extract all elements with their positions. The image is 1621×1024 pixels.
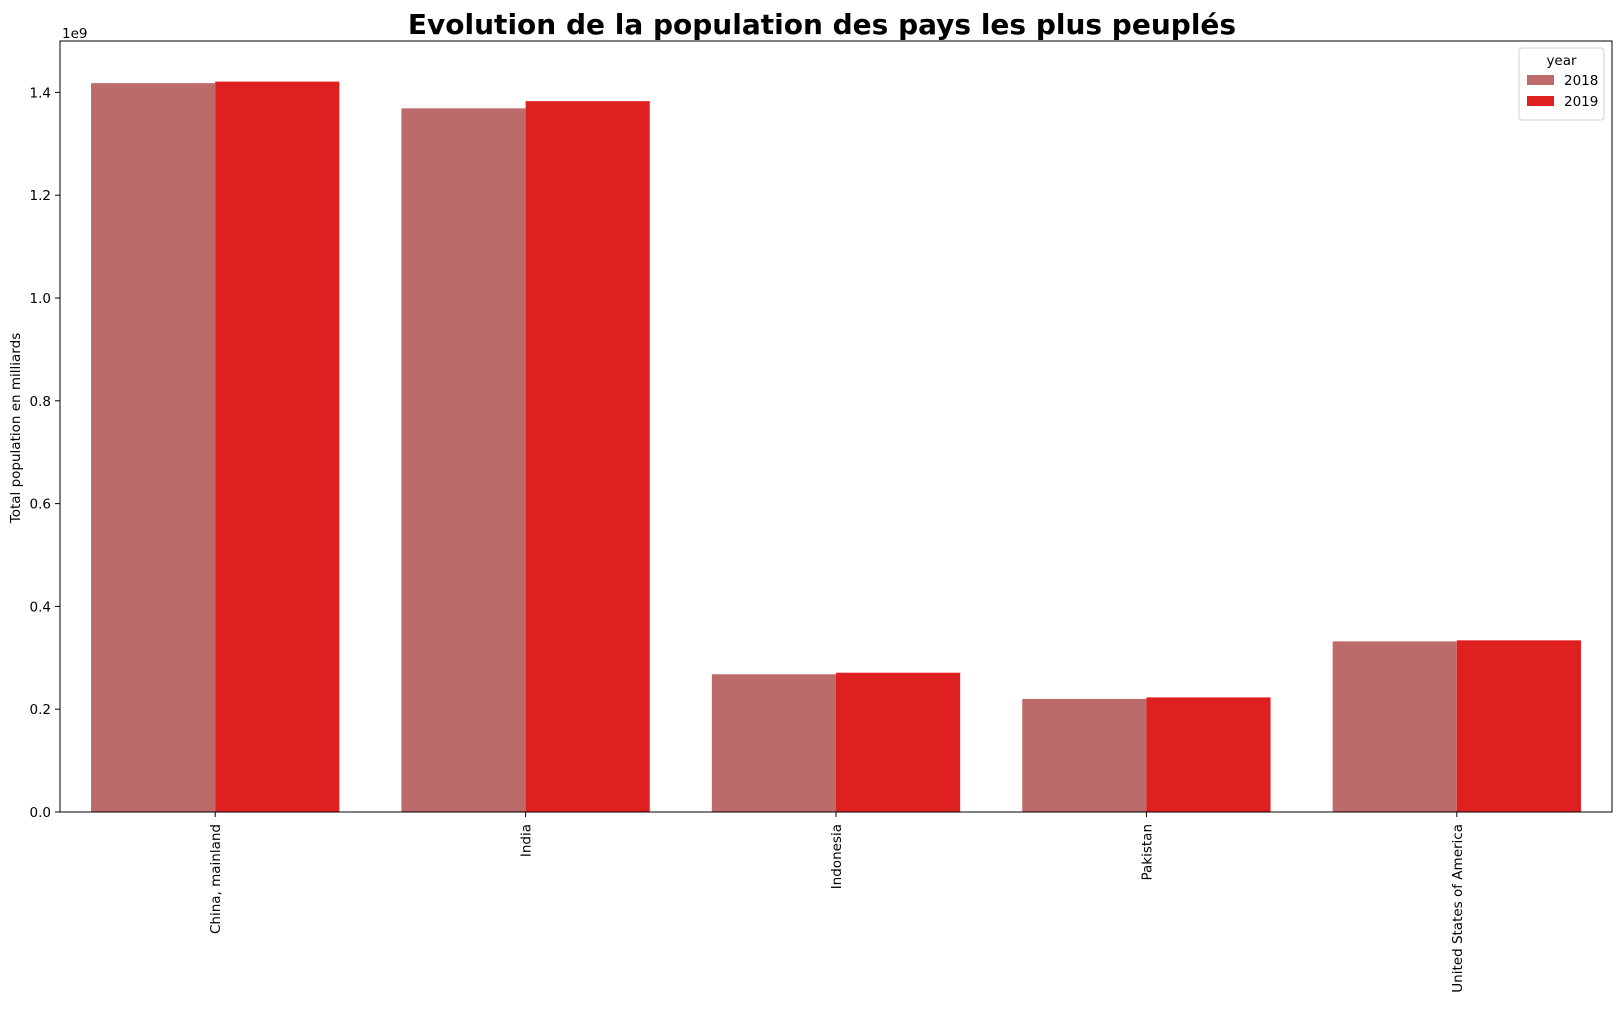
y-tick-label: 0.0 [30, 805, 51, 821]
legend-swatch-2018 [1527, 75, 1554, 85]
y-tick-label: 0.2 [30, 702, 51, 718]
y-axis-ticks: 0.0 0.2 0.4 0.6 0.8 1.0 1.2 1.4 [30, 85, 60, 821]
y-tick-label: 1.4 [30, 85, 51, 101]
y-tick-label: 0.4 [30, 599, 51, 615]
x-tick-label: India [519, 824, 535, 857]
y-tick-label: 0.8 [30, 394, 51, 410]
legend-label-2018: 2018 [1564, 73, 1598, 89]
y-axis-scale-label: 1e9 [62, 26, 87, 42]
chart-title: Evolution de la population des pays les … [408, 8, 1236, 41]
x-tick-label: United States of America [1450, 824, 1466, 993]
y-tick-label: 1.2 [30, 188, 51, 204]
legend-title: year [1546, 53, 1577, 69]
legend-swatch-2019 [1527, 96, 1554, 106]
y-axis-label: Total population en milliards [8, 333, 24, 524]
legend-label-2019: 2019 [1564, 94, 1598, 110]
plot-frame [59, 40, 1613, 813]
x-axis-ticks: China, mainland India Indonesia Pakistan Uni… [208, 812, 1466, 993]
bar-2018-3 [1022, 698, 1147, 812]
bar-2018-4 [1332, 641, 1457, 812]
y-tick-label: 1.0 [30, 291, 51, 307]
bar-2018-1 [401, 108, 526, 813]
x-tick-label: Indonesia [829, 824, 845, 889]
legend: year 2018 2019 [1518, 47, 1605, 121]
x-tick-label: China, mainland [208, 824, 224, 934]
bar-2018-2 [711, 674, 836, 812]
bar-2019-0 [215, 81, 340, 812]
x-tick-label: Pakistan [1139, 824, 1155, 881]
bar-2019-2 [836, 672, 961, 812]
bars-group [91, 81, 1581, 813]
y-tick-label: 0.6 [30, 497, 51, 513]
bar-2019-3 [1146, 697, 1271, 812]
bar-2018-0 [91, 83, 216, 812]
bar-2019-1 [525, 101, 650, 812]
bar-2019-4 [1456, 640, 1581, 812]
